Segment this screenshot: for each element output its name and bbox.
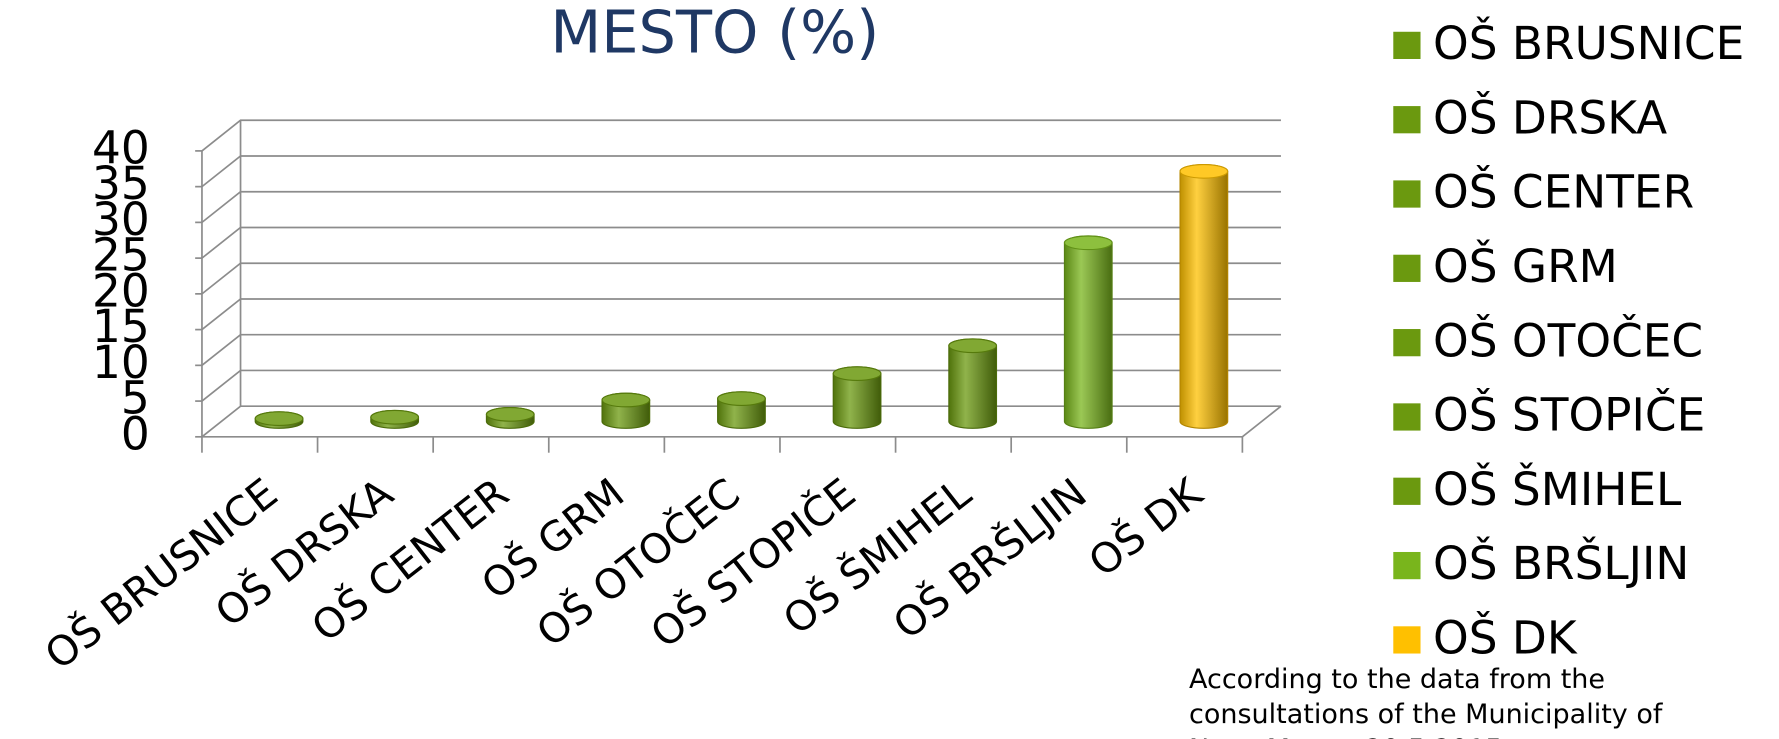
legend-label: OŠ CENTER	[1433, 164, 1694, 219]
legend-label: OŠ GRM	[1433, 238, 1618, 293]
grid-line	[201, 119, 1281, 152]
grid-line	[201, 226, 1281, 259]
note-line: consultations of the Municipality of	[1189, 699, 1663, 730]
y-tick-label: 20	[92, 264, 150, 317]
legend-label: OŠ OTOČEC	[1433, 312, 1703, 367]
legend-swatch	[1393, 254, 1421, 282]
bar-top	[832, 366, 882, 381]
y-tick-label: 30	[92, 193, 150, 246]
legend-label: OŠ BRŠLJIN	[1433, 535, 1689, 590]
note: According to the data from the consultati…	[1189, 662, 1749, 739]
legend-label: OŠ DK	[1433, 610, 1578, 665]
y-tick-label: 10	[92, 336, 150, 389]
legend-swatch	[1393, 626, 1421, 654]
legend-swatch	[1393, 106, 1421, 134]
y-tick-label: 40	[92, 121, 150, 174]
x-tick-label: OŠ DK	[1080, 468, 1212, 586]
legend-swatch	[1393, 403, 1421, 431]
grid-line	[201, 333, 1281, 367]
bar-top	[485, 406, 535, 422]
legend-swatch	[1393, 31, 1421, 59]
bar	[1179, 163, 1229, 429]
grid-line	[201, 262, 1281, 295]
bar	[1063, 235, 1113, 429]
y-tick-label: 0	[121, 407, 150, 460]
grid-line	[201, 190, 1281, 224]
bar-top	[1179, 163, 1229, 179]
bar-top	[948, 338, 998, 354]
chart-title: MESTO (%)	[550, 0, 879, 66]
legend-label: OŠ BRUSNICE	[1433, 15, 1744, 70]
y-tick-label: 5	[121, 372, 150, 425]
legend-swatch	[1393, 477, 1421, 505]
legend-swatch	[1393, 329, 1421, 357]
grid-line	[201, 155, 1281, 188]
bar-top	[601, 392, 651, 408]
note-line: According to the data from the	[1189, 664, 1606, 695]
legend-label: OŠ DRSKA	[1433, 89, 1667, 144]
bar-top	[370, 409, 420, 425]
note-line: Novo Mesto, 20.5.2015	[1189, 732, 1749, 739]
bar-top	[717, 391, 766, 407]
y-tick-label: 15	[92, 300, 150, 353]
bar-top	[254, 411, 304, 427]
legend-label: OŠ STOPIČE	[1433, 387, 1705, 442]
y-tick-label: 35	[92, 157, 150, 210]
legend-swatch	[1393, 180, 1421, 208]
legend-swatch	[1393, 551, 1421, 580]
grid-line	[201, 298, 1281, 331]
bar-top	[1063, 235, 1113, 251]
legend-label: OŠ ŠMIHEL	[1433, 461, 1682, 516]
y-tick-label: 25	[92, 229, 150, 282]
